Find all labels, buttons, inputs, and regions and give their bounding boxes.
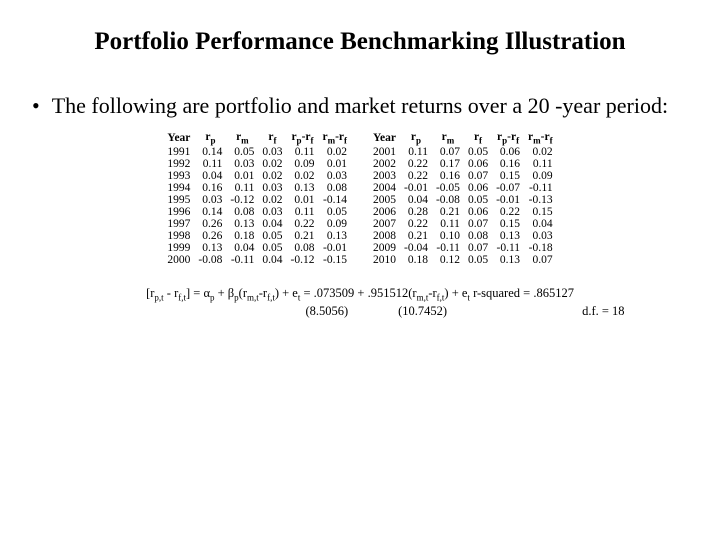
bullet-item: • The following are portfolio and market…	[40, 92, 680, 121]
bullet-text: The following are portfolio and market r…	[52, 92, 680, 121]
regression-tstats: (8.5056)(10.7452)d.f. = 18	[40, 304, 680, 319]
table-row: 19940.160.110.030.130.08	[163, 182, 351, 194]
table-row: 19990.130.040.050.08-0.01	[163, 242, 351, 254]
table-row: 19910.140.050.030.110.02	[163, 146, 351, 158]
table-row: 2004-0.01-0.050.06-0.07-0.11	[369, 182, 557, 194]
table-row: 19920.110.030.020.090.01	[163, 158, 351, 170]
table-row: 20060.280.210.060.220.15	[369, 206, 557, 218]
table-row: 19950.03-0.120.020.01-0.14	[163, 194, 351, 206]
regression-equation: [rp,t - rf,t] = αp + βp(rm,t-rf,t) + et …	[40, 284, 680, 305]
table-row: 2000-0.08-0.110.04-0.12-0.15	[163, 254, 351, 266]
page-title: Portfolio Performance Benchmarking Illus…	[40, 28, 680, 56]
table-row: 19960.140.080.030.110.05	[163, 206, 351, 218]
table-row: 20100.180.120.050.130.07	[369, 254, 557, 266]
table-row: 19980.260.180.050.210.13	[163, 230, 351, 242]
table-row: 20080.210.100.080.130.03	[369, 230, 557, 242]
data-table-left: Yearrprmrfrp-rfrm-rf19910.140.050.030.11…	[163, 131, 351, 266]
table-row: 20010.110.070.050.060.02	[369, 146, 557, 158]
table-row: 20050.04-0.080.05-0.01-0.13	[369, 194, 557, 206]
data-table-right: Yearrprmrfrp-rfrm-rf20010.110.070.050.06…	[369, 131, 557, 266]
bullet-dot: •	[32, 92, 40, 121]
table-row: 19970.260.130.040.220.09	[163, 218, 351, 230]
table-row: 20070.220.110.070.150.04	[369, 218, 557, 230]
table-row: 20020.220.170.060.160.11	[369, 158, 557, 170]
table-row: 19930.040.010.020.020.03	[163, 170, 351, 182]
table-row: 20030.220.160.070.150.09	[369, 170, 557, 182]
tables-container: Yearrprmrfrp-rfrm-rf19910.140.050.030.11…	[40, 131, 680, 266]
table-row: 2009-0.04-0.110.07-0.11-0.18	[369, 242, 557, 254]
